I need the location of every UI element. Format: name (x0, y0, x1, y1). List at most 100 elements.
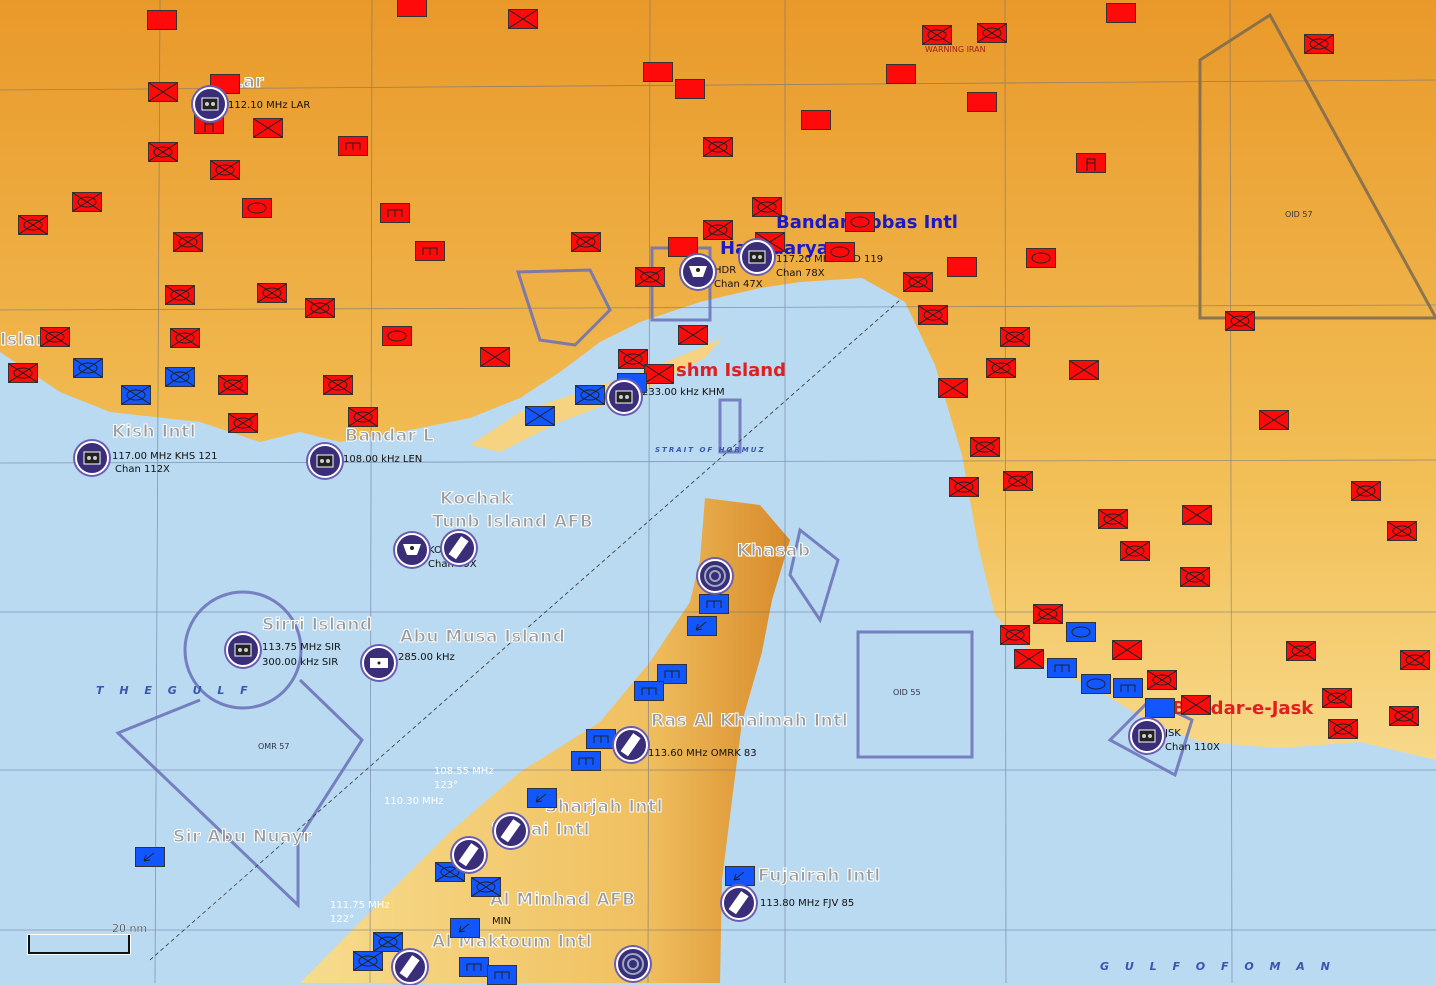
hostile-unit-engineer[interactable] (415, 241, 445, 261)
navaid-vordme[interactable] (193, 87, 227, 121)
friendly-unit-engineer[interactable] (487, 965, 517, 985)
navaid-slash[interactable] (393, 950, 427, 984)
hostile-unit-mech[interactable] (257, 283, 287, 303)
hostile-unit-mech[interactable] (40, 327, 70, 347)
hostile-unit-mech[interactable] (228, 413, 258, 433)
hostile-unit-mech[interactable] (1000, 625, 1030, 645)
hostile-unit-x[interactable] (678, 325, 708, 345)
hostile-unit-mech[interactable] (8, 363, 38, 383)
hostile-unit-mech[interactable] (922, 25, 952, 45)
navaid-vordme[interactable] (607, 380, 641, 414)
hostile-unit-armor[interactable] (1026, 248, 1056, 268)
hostile-unit-plain[interactable] (886, 64, 916, 84)
hostile-unit-plain[interactable] (1106, 3, 1136, 23)
friendly-unit-aviation[interactable] (135, 847, 165, 867)
hostile-unit-plain[interactable] (967, 92, 997, 112)
hostile-unit-mech[interactable] (703, 137, 733, 157)
friendly-unit-mech[interactable] (353, 951, 383, 971)
friendly-unit-engineer[interactable] (1113, 678, 1143, 698)
navaid-vordme[interactable] (226, 633, 260, 667)
hostile-unit-mech[interactable] (1322, 688, 1352, 708)
navaid-concentric[interactable] (616, 947, 650, 981)
navaid-tacan[interactable] (681, 255, 715, 289)
navaid-tacan[interactable] (395, 533, 429, 567)
friendly-unit-aviation[interactable] (527, 788, 557, 808)
friendly-unit-engineer[interactable] (571, 751, 601, 771)
hostile-unit-mech[interactable] (1328, 719, 1358, 739)
hostile-unit-mech[interactable] (173, 232, 203, 252)
hostile-unit-mech[interactable] (1098, 509, 1128, 529)
hostile-unit-plain[interactable] (675, 79, 705, 99)
navaid-vordme[interactable] (1130, 719, 1164, 753)
hostile-unit-mech[interactable] (210, 160, 240, 180)
hostile-unit-x[interactable] (148, 82, 178, 102)
hostile-unit-mech[interactable] (165, 285, 195, 305)
hostile-unit-plain[interactable] (397, 0, 427, 17)
hostile-unit-mech[interactable] (323, 375, 353, 395)
navaid-concentric[interactable] (698, 559, 732, 593)
navaid-vordme[interactable] (75, 441, 109, 475)
hostile-unit-x[interactable] (508, 9, 538, 29)
friendly-unit-engineer[interactable] (657, 664, 687, 684)
hostile-unit-mech[interactable] (970, 437, 1000, 457)
hostile-unit-mech[interactable] (305, 298, 335, 318)
hostile-unit-mech[interactable] (949, 477, 979, 497)
hostile-unit-mech[interactable] (1180, 567, 1210, 587)
hostile-unit-mech[interactable] (1400, 650, 1430, 670)
hostile-unit-x[interactable] (1014, 649, 1044, 669)
hostile-unit-plain[interactable] (147, 10, 177, 30)
hostile-unit-mech[interactable] (752, 197, 782, 217)
hostile-unit-mech[interactable] (1387, 521, 1417, 541)
hostile-unit-x[interactable] (1069, 360, 1099, 380)
hostile-unit-mech[interactable] (977, 23, 1007, 43)
hostile-unit-mech[interactable] (1225, 311, 1255, 331)
hostile-unit-mech[interactable] (1120, 541, 1150, 561)
friendly-unit-engineer[interactable] (1047, 658, 1077, 678)
hostile-unit-mech[interactable] (18, 215, 48, 235)
hostile-unit-plain[interactable] (643, 62, 673, 82)
hostile-unit-plain[interactable] (668, 237, 698, 257)
friendly-unit-armor[interactable] (1066, 622, 1096, 642)
hostile-unit-mech[interactable] (918, 305, 948, 325)
hostile-unit-armor[interactable] (382, 326, 412, 346)
friendly-unit-engineer[interactable] (699, 594, 729, 614)
navaid-slash[interactable] (614, 728, 648, 762)
friendly-unit-mech[interactable] (373, 932, 403, 952)
hostile-unit-mech[interactable] (703, 220, 733, 240)
hostile-unit-mech[interactable] (1351, 481, 1381, 501)
navaid-ndb[interactable] (362, 646, 396, 680)
hostile-unit-hq[interactable] (1076, 153, 1106, 173)
hostile-unit-armor[interactable] (825, 242, 855, 262)
navaid-slash[interactable] (722, 886, 756, 920)
hostile-unit-mech[interactable] (635, 267, 665, 287)
hostile-unit-x[interactable] (1112, 640, 1142, 660)
hostile-unit-x[interactable] (1182, 505, 1212, 525)
hostile-unit-mech[interactable] (1389, 706, 1419, 726)
friendly-unit-engineer[interactable] (634, 681, 664, 701)
hostile-unit-x[interactable] (938, 378, 968, 398)
hostile-unit-x[interactable] (1181, 695, 1211, 715)
hostile-unit-mech[interactable] (148, 142, 178, 162)
hostile-unit-mech[interactable] (1286, 641, 1316, 661)
friendly-unit-mech[interactable] (73, 358, 103, 378)
hostile-unit-x[interactable] (253, 118, 283, 138)
navaid-vordme[interactable] (308, 444, 342, 478)
hostile-unit-mech[interactable] (348, 407, 378, 427)
hostile-unit-engineer[interactable] (380, 203, 410, 223)
hostile-unit-x[interactable] (644, 364, 674, 384)
friendly-unit-aviation[interactable] (450, 918, 480, 938)
navaid-slash[interactable] (452, 838, 486, 872)
hostile-unit-mech[interactable] (170, 328, 200, 348)
hostile-unit-mech[interactable] (218, 375, 248, 395)
hostile-unit-mech[interactable] (1003, 471, 1033, 491)
friendly-unit-x[interactable] (525, 406, 555, 426)
hostile-unit-mech[interactable] (1147, 670, 1177, 690)
hostile-unit-mech[interactable] (571, 232, 601, 252)
friendly-unit-mech[interactable] (575, 385, 605, 405)
friendly-unit-aviation[interactable] (725, 866, 755, 886)
navaid-slash[interactable] (442, 531, 476, 565)
hostile-unit-x[interactable] (480, 347, 510, 367)
friendly-unit-plain[interactable] (1145, 698, 1175, 718)
hostile-unit-mech[interactable] (986, 358, 1016, 378)
